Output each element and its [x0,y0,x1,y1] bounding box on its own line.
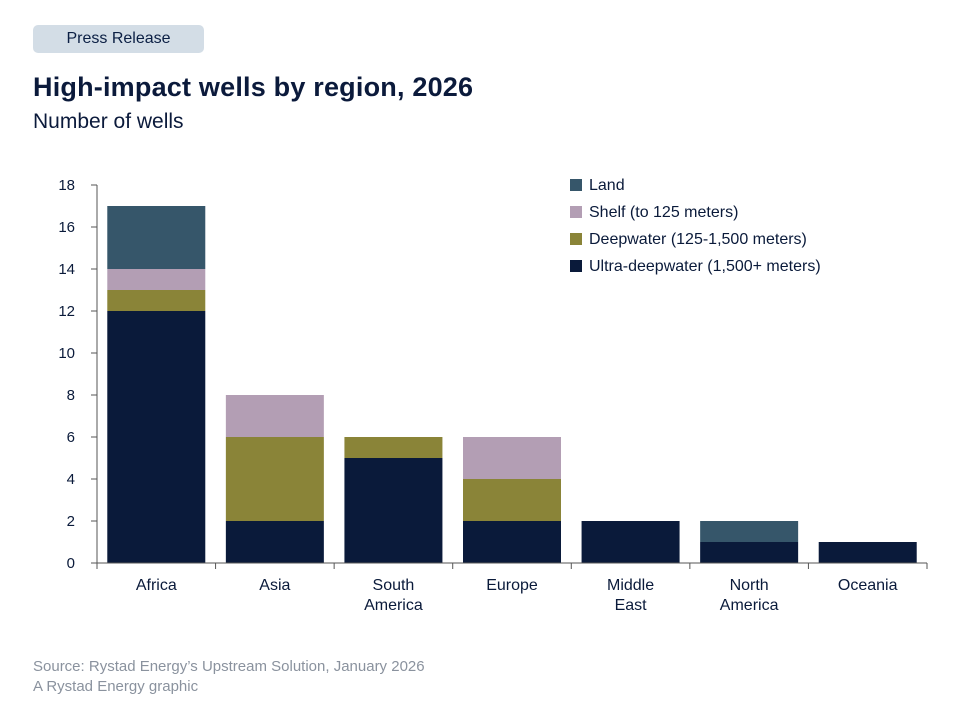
source-block: Source: Rystad Energy’s Upstream Solutio… [33,657,425,697]
x-tick-label-north-america-line-2: America [720,597,779,614]
x-tick-label-oceania: Oceania [838,577,898,594]
x-tick-label-europe: Europe [486,577,538,594]
y-tick-label-12: 12 [58,303,75,320]
credit-note: A Rystad Energy graphic [33,678,199,695]
y-tick-label-0: 0 [67,555,75,572]
y-tick-label-2: 2 [67,513,75,530]
press-release-badge: Press Release [33,25,204,53]
bar-africa-deepwater-125-1-500-meters [107,290,206,311]
legend-swatch-shelf-to-125-meters [570,206,582,218]
bar-europe-shelf-to-125-meters [463,437,561,479]
chart-subtitle: Number of wells [33,110,184,133]
y-tick-label-4: 4 [67,471,75,488]
legend-label-deepwater-125-1-500-meters: Deepwater (125-1,500 meters) [589,231,807,248]
y-tick-label-8: 8 [67,387,75,404]
bar-asia-ultra-deepwater-1-500-meters [225,521,324,563]
bar-europe-ultra-deepwater-1-500-meters [463,521,561,563]
y-tick-label-14: 14 [58,261,75,278]
legend-swatch-deepwater-125-1-500-meters [570,233,582,245]
y-tick-label-10: 10 [58,345,75,362]
y-tick-label-18: 18 [58,177,75,194]
bar-south-america-deepwater-125-1-500-meters [344,437,443,458]
legend-label-shelf-to-125-meters: Shelf (to 125 meters) [589,204,738,221]
bar-middle-east-ultra-deepwater-1-500-meters [581,521,680,563]
bar-africa-land [107,206,206,269]
x-tick-label-middle-east-line-1: Middle [607,577,654,594]
source-note: Source: Rystad Energy’s Upstream Solutio… [33,658,425,675]
stacked-bar-chart: 0 2 4 6 8 10 12 14 16 18 Africa Asia South America Eur… [58,177,928,614]
x-tick-label-africa: Africa [136,577,177,594]
bar-africa-ultra-deepwater-1-500-meters [107,311,206,563]
bar-north-america-land [700,521,799,542]
legend-label-ultra-deepwater-1-500-meters: Ultra-deepwater (1,500+ meters) [589,258,821,275]
chart-title: High-impact wells by region, 2026 [33,72,474,102]
y-tick-label-6: 6 [67,429,75,446]
bar-europe-deepwater-125-1-500-meters [463,479,561,521]
bar-north-america-ultra-deepwater-1-500-meters [700,542,799,563]
x-tick-label-north-america-line-1: North [730,577,769,594]
bar-asia-deepwater-125-1-500-meters [225,437,324,521]
bar-africa-shelf-to-125-meters [107,269,206,290]
legend-swatch-ultra-deepwater-1-500-meters [570,260,582,272]
legend-swatch-land [570,179,582,191]
bar-oceania-ultra-deepwater-1-500-meters [818,542,917,563]
bar-asia-shelf-to-125-meters [225,395,324,437]
x-tick-label-asia: Asia [259,577,290,594]
bar-south-america-ultra-deepwater-1-500-meters [344,458,443,563]
legend-label-land: Land [589,177,625,194]
x-tick-label-middle-east-line-2: East [615,597,648,614]
x-tick-label-south-america-line-1: South [373,577,415,594]
x-tick-label-south-america-line-2: America [364,597,423,614]
y-tick-label-16: 16 [58,219,75,236]
